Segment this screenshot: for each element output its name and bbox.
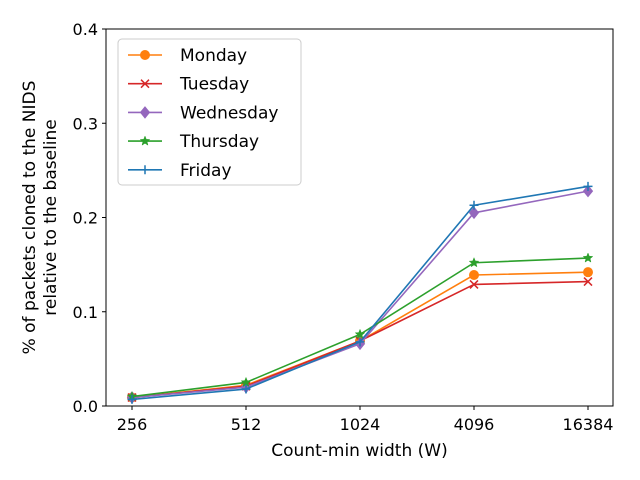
legend-label: Tuesday	[179, 75, 249, 95]
legend-entry-wednesday: Wednesday	[128, 103, 278, 123]
legend-marker-thursday	[139, 135, 151, 146]
y-tick-label: 0.4	[73, 20, 98, 39]
y-axis-ticks: 0.0 0.1 0.2 0.3 0.4	[73, 20, 106, 416]
legend-marker-wednesday	[139, 106, 151, 119]
legend-entry-monday: Monday	[128, 46, 247, 66]
legend-box	[117, 38, 302, 186]
data-point-friday-4096	[469, 200, 479, 210]
data-point-thursday-16384	[582, 252, 594, 263]
data-point-friday-1024	[355, 337, 365, 347]
data-point-friday-256	[127, 394, 137, 404]
data-point-thursday-1024	[354, 328, 366, 339]
x-tick-label: 16384	[563, 415, 614, 434]
y-tick-label: 0.3	[73, 114, 98, 133]
legend-label: Thursday	[179, 132, 259, 152]
series-friday	[127, 181, 593, 404]
y-axis-label-line-2: relative to the baseline	[41, 119, 61, 316]
x-axis-label: Count-min width (W)	[271, 441, 447, 461]
legend-marker-tuesday	[140, 79, 150, 89]
legend-label: Wednesday	[180, 103, 278, 123]
data-point-wednesday-16384	[582, 184, 594, 198]
data-point-wednesday-4096	[468, 206, 480, 220]
x-tick-label: 4096	[454, 415, 495, 434]
data-point-monday-4096	[469, 269, 479, 280]
x-tick-label: 256	[117, 415, 148, 434]
legend-entry-tuesday: Tuesday	[128, 75, 249, 95]
y-tick-label: 0.0	[73, 397, 98, 416]
data-point-tuesday-16384	[583, 277, 593, 287]
legend-entry-friday: Friday	[128, 161, 232, 181]
series-layer	[126, 181, 594, 404]
x-tick-label: 1024	[340, 415, 381, 434]
data-point-friday-512	[241, 384, 251, 394]
data-point-tuesday-4096	[469, 279, 479, 289]
x-axis-ticks: 256 512 1024 4096 16384	[117, 406, 614, 434]
y-tick-label: 0.1	[73, 303, 98, 322]
y-axis-label-line-1: % of packets cloned to the NIDS	[20, 81, 40, 355]
data-point-friday-16384	[583, 181, 593, 191]
legend-entry-thursday: Thursday	[128, 132, 259, 152]
y-tick-label: 0.2	[73, 209, 98, 228]
legend-label: Friday	[180, 161, 232, 181]
legend: Monday Tuesday Wednesday Thursday Friday	[117, 38, 302, 186]
legend-marker-monday	[140, 50, 150, 60]
data-point-thursday-4096	[468, 257, 480, 268]
legend-label: Monday	[180, 46, 247, 66]
legend-marker-friday	[140, 165, 150, 175]
x-tick-label: 512	[231, 415, 262, 434]
data-point-monday-16384	[583, 267, 593, 278]
